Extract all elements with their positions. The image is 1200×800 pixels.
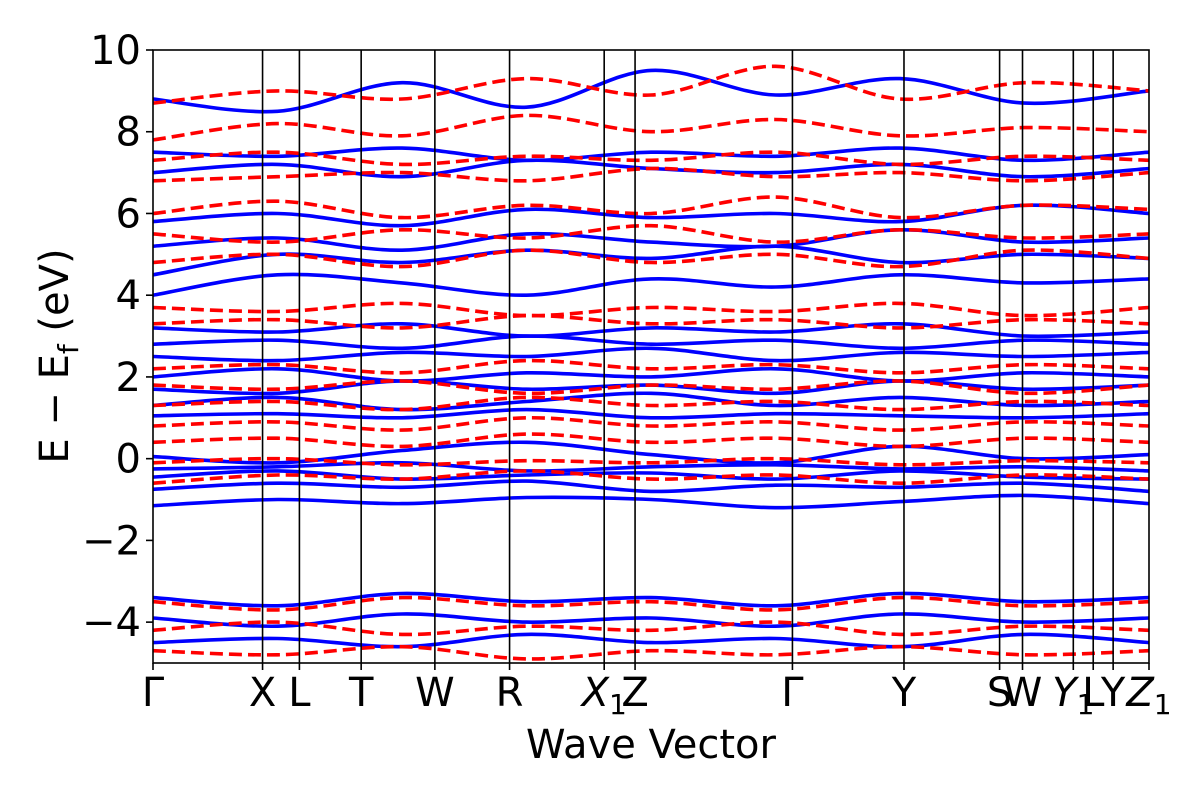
band-line-solid	[153, 469, 1149, 481]
band-line-dashed	[153, 113, 1149, 142]
x-tick-label: Z1	[1125, 670, 1171, 721]
x-axis-label: Wave Vector	[526, 722, 777, 768]
x-tick-label: L	[1082, 670, 1105, 716]
y-tick-label: −2	[82, 518, 141, 564]
y-axis-label: E − Ef (eV)	[32, 248, 85, 463]
y-tick-label: 2	[116, 355, 141, 401]
band-line-dashed	[153, 469, 1149, 486]
band-line-dashed	[153, 166, 1149, 183]
x-tick-label: Γ	[781, 670, 804, 716]
band-line-dashed	[153, 301, 1149, 318]
band-line-dashed	[153, 358, 1149, 375]
y-tick-label: 6	[116, 191, 141, 237]
y-tick-label: 4	[116, 273, 141, 319]
x-tick-label: X1	[580, 670, 627, 721]
band-line-solid	[153, 366, 1149, 383]
x-tick-label: R	[496, 670, 524, 716]
bands-layer	[153, 64, 1149, 661]
band-line-dashed	[153, 379, 1149, 396]
band-line-dashed	[153, 195, 1149, 220]
x-tick-label: X	[249, 670, 276, 716]
band-line-dashed	[153, 595, 1149, 612]
y-tick-label: 8	[116, 110, 141, 156]
x-tick-label: Y	[1100, 670, 1126, 716]
x-tick-label: Y1	[1052, 670, 1094, 721]
y-tick-label: −4	[82, 600, 141, 646]
plot-frame	[152, 49, 1150, 664]
y-axis-label-unit: (eV)	[32, 248, 78, 344]
y-axis-label-main: E − E	[32, 354, 78, 464]
y-tick-label: 0	[116, 437, 141, 483]
y-tick-label: 10	[90, 28, 141, 74]
band-line-dashed	[153, 620, 1149, 637]
band-line-solid	[153, 493, 1149, 510]
band-line-dashed	[153, 432, 1149, 449]
band-line-solid	[153, 591, 1149, 608]
x-tick-label: Y	[891, 670, 917, 716]
band-line-solid	[153, 346, 1149, 363]
band-line-dashed	[153, 456, 1149, 467]
band-line-solid	[153, 334, 1149, 351]
band-line-solid	[153, 244, 1149, 277]
band-line-solid	[153, 321, 1149, 339]
x-tick-label: W	[415, 670, 455, 716]
band-line-dashed	[153, 644, 1149, 661]
x-tick-label: W	[1003, 670, 1043, 716]
x-tick-label: S	[987, 670, 1012, 716]
band-line-solid	[153, 479, 1149, 494]
x-tick-label: Z	[621, 670, 648, 716]
band-line-dashed	[153, 415, 1149, 432]
x-tick-label: Γ	[142, 670, 165, 716]
band-line-dashed	[153, 313, 1149, 330]
band-line-solid	[153, 460, 1149, 473]
x-tick-label: T	[348, 670, 374, 716]
band-line-dashed	[153, 223, 1149, 244]
band-line-solid	[153, 272, 1149, 298]
band-line-solid	[153, 227, 1149, 253]
band-line-dashed	[153, 150, 1149, 167]
band-line-dashed	[153, 395, 1149, 412]
band-line-solid	[153, 407, 1149, 420]
y-axis-label-sub: f	[52, 343, 85, 354]
x-tick-label: L	[288, 670, 311, 716]
band-line-solid	[153, 391, 1149, 412]
kpoint-lines	[261, 50, 1114, 663]
y-axis-ticks: −4 −2 0 2 4 6 8 10	[82, 28, 153, 646]
band-line-dashed	[153, 248, 1149, 269]
band-line-solid	[153, 632, 1149, 649]
band-line-dashed	[153, 64, 1149, 105]
band-line-solid	[153, 68, 1149, 114]
